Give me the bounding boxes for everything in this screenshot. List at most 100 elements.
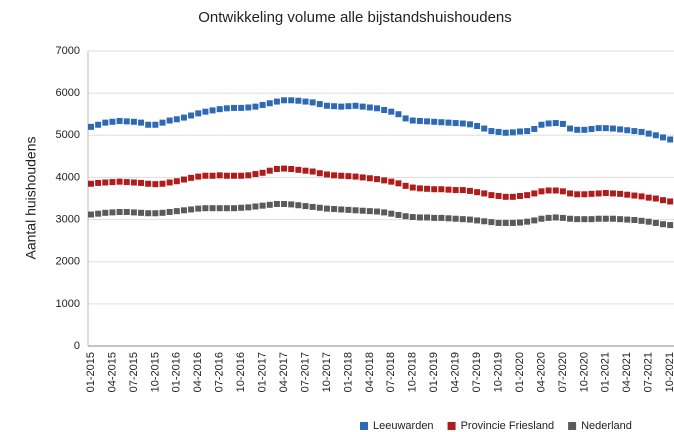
data-point <box>388 210 395 217</box>
data-point <box>638 128 645 135</box>
data-point <box>424 214 431 221</box>
data-point <box>602 215 609 222</box>
data-point <box>459 216 466 223</box>
data-point <box>424 185 431 192</box>
data-point <box>660 134 666 141</box>
data-point <box>345 206 352 213</box>
data-point <box>609 215 616 222</box>
data-point <box>188 206 195 213</box>
data-point <box>323 171 330 178</box>
data-point <box>130 209 137 216</box>
data-point <box>402 182 409 189</box>
data-point <box>331 172 338 179</box>
data-point <box>538 215 545 222</box>
data-point <box>545 214 552 221</box>
data-point <box>395 180 402 187</box>
data-point <box>145 180 152 187</box>
data-point <box>495 192 502 199</box>
y-tick-label: 3000 <box>56 213 80 225</box>
data-point <box>409 117 416 124</box>
data-point <box>652 195 659 202</box>
x-tick-label: 04-2015 <box>106 352 118 392</box>
data-point <box>545 120 552 127</box>
data-point <box>102 179 109 186</box>
y-tick-label: 6000 <box>56 87 80 99</box>
data-point <box>359 174 366 181</box>
data-point <box>595 190 602 197</box>
data-point <box>638 217 645 224</box>
data-point <box>202 205 209 212</box>
data-point <box>116 178 123 185</box>
data-point <box>502 193 509 200</box>
data-point <box>173 178 180 185</box>
data-point <box>652 132 659 139</box>
data-point <box>316 101 323 108</box>
data-point <box>488 192 495 199</box>
x-tick-label: 10-2016 <box>235 352 247 392</box>
data-point <box>195 110 202 117</box>
data-point <box>359 103 366 110</box>
data-point <box>459 187 466 194</box>
data-point <box>609 190 616 197</box>
data-point <box>288 201 295 208</box>
data-point <box>245 104 252 111</box>
data-point <box>402 213 409 220</box>
y-tick-label: 2000 <box>56 256 80 268</box>
data-point <box>624 127 631 134</box>
data-point <box>145 121 152 128</box>
y-tick-label: 1000 <box>56 298 80 310</box>
data-point <box>323 205 330 212</box>
data-point <box>445 119 452 126</box>
data-point <box>295 202 302 209</box>
data-point <box>238 204 245 211</box>
y-tick-label: 4000 <box>56 171 80 183</box>
x-tick-label: 04-2017 <box>278 352 290 392</box>
data-point <box>631 128 638 135</box>
data-point <box>452 187 459 194</box>
data-point <box>302 98 309 105</box>
x-tick-label: 10-2018 <box>407 352 419 392</box>
data-point <box>309 99 316 106</box>
data-point <box>216 106 223 113</box>
data-point <box>123 179 130 186</box>
data-point <box>180 207 187 214</box>
x-tick-label: 10-2020 <box>578 352 590 392</box>
data-point <box>352 173 359 180</box>
x-tick-label: 04-2018 <box>364 352 376 392</box>
data-point <box>345 103 352 110</box>
data-point <box>266 201 273 208</box>
data-point <box>581 216 588 223</box>
data-point <box>459 120 466 127</box>
data-point <box>166 179 173 186</box>
data-point <box>130 179 137 186</box>
x-tick-label: 10-2021 <box>664 352 674 392</box>
data-point <box>416 185 423 192</box>
x-tick-label: 10-2019 <box>492 352 504 392</box>
data-point <box>424 118 431 125</box>
y-tick-label: 5000 <box>56 129 80 141</box>
data-point <box>481 125 488 132</box>
data-point <box>466 121 473 128</box>
data-point <box>88 211 94 218</box>
data-point <box>223 172 230 179</box>
x-tick-label: 07-2015 <box>128 352 140 392</box>
data-point <box>166 208 173 215</box>
data-point <box>431 186 438 193</box>
data-point <box>567 125 574 132</box>
legend-label: Leeuwarden <box>373 420 434 432</box>
data-point <box>323 102 330 109</box>
data-point <box>352 102 359 109</box>
data-point <box>602 125 609 132</box>
data-point <box>366 104 373 111</box>
data-point <box>431 118 438 125</box>
data-point <box>588 190 595 197</box>
data-point <box>366 175 373 182</box>
data-point <box>238 172 245 179</box>
data-point <box>338 206 345 213</box>
data-point <box>281 165 288 172</box>
legend-label: Nederland <box>581 420 632 432</box>
data-point <box>481 190 488 197</box>
data-point <box>259 169 266 176</box>
data-point <box>574 216 581 223</box>
data-point <box>95 179 102 186</box>
